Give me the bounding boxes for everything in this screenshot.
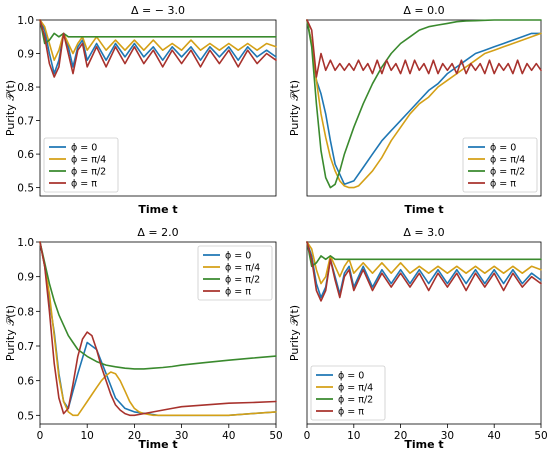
y-tick-label: 0.8 (17, 82, 34, 94)
panel-delta-2: Δ = 2.0 1.0 0.9 0.8 0.7 0.6 0.5 0 10 20 30 40 50 P… (4, 226, 283, 451)
x-axis-ticks: 0 10 20 30 40 50 (37, 424, 283, 442)
plot-frame (306, 241, 542, 425)
y-axis-ticks: 1.0 0.9 0.8 0.7 0.6 0.5 (17, 15, 40, 195)
y-axis-label: Purity 𝒫(t) (4, 80, 17, 136)
legend-frame (462, 137, 538, 193)
x-tick-label: 20 (394, 430, 407, 442)
series-group (306, 19, 542, 189)
x-tick-label: 10 (347, 430, 360, 442)
y-tick-label: 1.0 (17, 15, 34, 27)
series-line (306, 19, 542, 189)
y-tick-label: 0.6 (17, 149, 34, 161)
legend-label: ϕ = π/2 (225, 275, 260, 286)
panel-title: Δ = 0.0 (403, 4, 444, 17)
x-axis-label: Time t (404, 438, 443, 451)
series-line (306, 19, 542, 78)
legend-label: ϕ = π (225, 287, 251, 298)
legend: ϕ = 0ϕ = π/4ϕ = π/2ϕ = π (43, 137, 119, 193)
series-group (306, 241, 542, 302)
y-axis-label: Purity 𝒫(t) (288, 305, 301, 361)
legend-label: ϕ = π (338, 407, 364, 418)
legend-label: ϕ = 0 (225, 251, 251, 262)
plot-frame (39, 241, 277, 425)
legend-label: ϕ = π/4 (71, 155, 106, 166)
series-group (39, 241, 277, 417)
series-group (39, 19, 277, 78)
y-axis-label: Purity 𝒫(t) (4, 305, 17, 361)
series-line (306, 19, 542, 186)
legend-label: ϕ = π (71, 179, 97, 190)
x-axis-label: Time t (404, 203, 443, 216)
legend-label: ϕ = π/2 (71, 167, 106, 178)
x-axis-label: Time t (138, 203, 177, 216)
y-tick-label: 0.5 (17, 410, 34, 422)
x-tick-label: 40 (222, 430, 235, 442)
legend-label: ϕ = π/4 (490, 155, 525, 166)
legend-label: ϕ = π (490, 179, 516, 190)
series-line (306, 241, 542, 302)
y-tick-label: 0.9 (17, 272, 34, 284)
legend: ϕ = 0ϕ = π/4ϕ = π/2ϕ = π (310, 365, 386, 421)
y-tick-label: 0.9 (17, 49, 34, 61)
x-axis-label: Time t (138, 438, 177, 451)
legend-label: ϕ = 0 (490, 143, 516, 154)
panel-title: Δ = 3.0 (403, 226, 444, 239)
legend-label: ϕ = π/4 (225, 263, 260, 274)
panel-delta-0: Δ = 0.0 Purity 𝒫(t) Time t ϕ = 0ϕ = π/4ϕ… (288, 4, 542, 216)
x-tick-label: 0 (37, 430, 44, 442)
y-tick-label: 0.6 (17, 376, 34, 388)
x-tick-label: 10 (81, 430, 94, 442)
series-line (306, 19, 542, 189)
x-tick-label: 50 (269, 430, 282, 442)
series-line (306, 241, 542, 268)
plot-frame (306, 19, 542, 197)
x-axis-ticks: 0 10 20 30 40 50 (304, 424, 548, 442)
series-line (39, 241, 277, 417)
legend-label: ϕ = π/2 (338, 395, 373, 406)
legend-label: ϕ = 0 (71, 143, 97, 154)
series-line (39, 19, 277, 78)
x-tick-label: 40 (488, 430, 501, 442)
x-tick-label: 30 (441, 430, 454, 442)
panel-title: Δ = 2.0 (137, 226, 178, 239)
legend: ϕ = 0ϕ = π/4ϕ = π/2ϕ = π (197, 245, 273, 301)
series-line (39, 241, 277, 370)
legend: ϕ = 0ϕ = π/4ϕ = π/2ϕ = π (462, 137, 538, 193)
x-tick-label: 20 (128, 430, 141, 442)
panel-title: Δ = − 3.0 (131, 4, 185, 17)
legend-label: ϕ = π/2 (490, 167, 525, 178)
panel-delta-neg3: Δ = − 3.0 1.0 0.9 0.8 0.7 0.6 0.5 Purity 𝒫(t)… (4, 4, 277, 216)
x-tick-label: 0 (304, 430, 311, 442)
y-tick-label: 0.8 (17, 306, 34, 318)
legend-label: ϕ = 0 (338, 371, 364, 382)
x-tick-label: 50 (534, 430, 547, 442)
legend-label: ϕ = π/4 (338, 383, 373, 394)
series-line (39, 19, 277, 45)
y-axis-ticks: 1.0 0.9 0.8 0.7 0.6 0.5 (17, 237, 40, 422)
series-line (39, 241, 277, 417)
x-tick-label: 30 (175, 430, 188, 442)
plot-frame (39, 19, 277, 197)
y-tick-label: 0.7 (17, 341, 34, 353)
y-tick-label: 1.0 (17, 237, 34, 249)
panel-delta-3: Δ = 3.0 0 10 20 30 40 50 Purity 𝒫(t) Time t ϕ… (288, 226, 548, 451)
legend-frame (43, 137, 119, 193)
y-tick-label: 0.7 (17, 116, 34, 128)
legend-frame (197, 245, 273, 301)
legend-frame (310, 365, 386, 421)
y-tick-label: 0.5 (17, 183, 34, 195)
y-axis-label: Purity 𝒫(t) (288, 80, 301, 136)
